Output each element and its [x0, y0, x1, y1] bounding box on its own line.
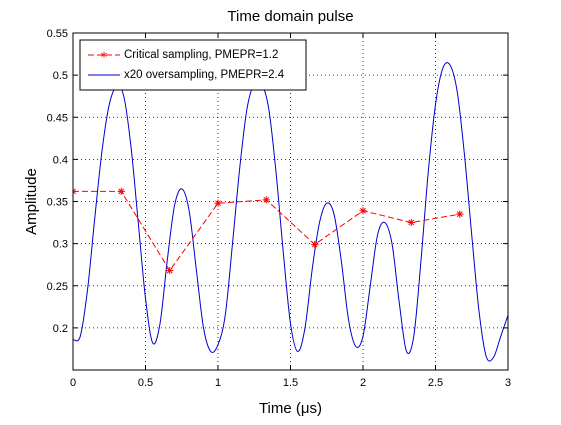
data-point-critical — [262, 196, 270, 204]
x-tick-label: 1 — [215, 377, 221, 389]
asterisk-stroke — [73, 190, 76, 195]
y-tick-label: 0.55 — [47, 28, 68, 40]
data-point-critical — [214, 199, 222, 207]
asterisk-stroke — [215, 200, 221, 207]
series-layer — [73, 62, 508, 362]
y-tick-label: 0.45 — [47, 112, 68, 124]
x-tick-label: 1.5 — [283, 377, 298, 389]
data-point-critical — [407, 218, 415, 227]
y-tick-label: 0.25 — [47, 281, 68, 293]
legend-box — [79, 39, 307, 91]
chart-title: Time domain pulse — [227, 8, 353, 25]
asterisk-stroke — [311, 241, 318, 248]
asterisk-stroke — [263, 196, 270, 203]
x-axis-label: Time (μs) — [259, 400, 322, 417]
y-tick-label: 0.35 — [47, 197, 68, 209]
asterisk-stroke — [118, 188, 125, 195]
legend-label-critical: Critical sampling, PMEPR=1.2 — [124, 49, 278, 61]
y-axis-label: Amplitude — [23, 168, 40, 235]
y-tick-label: 0.5 — [53, 70, 68, 82]
asterisk-stroke — [456, 211, 463, 218]
data-point-critical — [359, 207, 367, 215]
asterisk-stroke — [166, 267, 173, 274]
legend-marker-critical: * — [101, 50, 108, 66]
data-point-critical — [311, 240, 319, 249]
y-tick-label: 0.3 — [53, 239, 68, 251]
asterisk-stroke — [408, 219, 415, 226]
x-tick-label: 3 — [505, 377, 511, 389]
series-line-oversampling — [73, 62, 508, 362]
data-point-critical — [117, 187, 125, 195]
ticks: 0 0.5 1 1.5 2 2.5 3 0.2 0.25 0.3 0.35 0.4 0.45 0.5 0.5… — [47, 28, 511, 389]
x-tick-label: 0 — [70, 377, 76, 389]
y-tick-label: 0.2 — [53, 323, 68, 335]
y-tick-label: 0.4 — [53, 154, 68, 166]
asterisk-stroke — [360, 207, 366, 214]
legend: * Critical sampling, PMEPR=1.2 x20 overs… — [79, 39, 307, 91]
x-tick-label: 0.5 — [138, 377, 153, 389]
data-point-critical — [73, 187, 77, 195]
x-tick-label: 2 — [360, 377, 366, 389]
asterisk-stroke — [73, 188, 76, 193]
data-point-critical — [166, 266, 174, 275]
legend-label-oversampling: x20 oversampling, PMEPR=2.4 — [124, 69, 285, 81]
x-tick-label: 2.5 — [428, 377, 443, 389]
data-point-critical — [456, 210, 464, 218]
